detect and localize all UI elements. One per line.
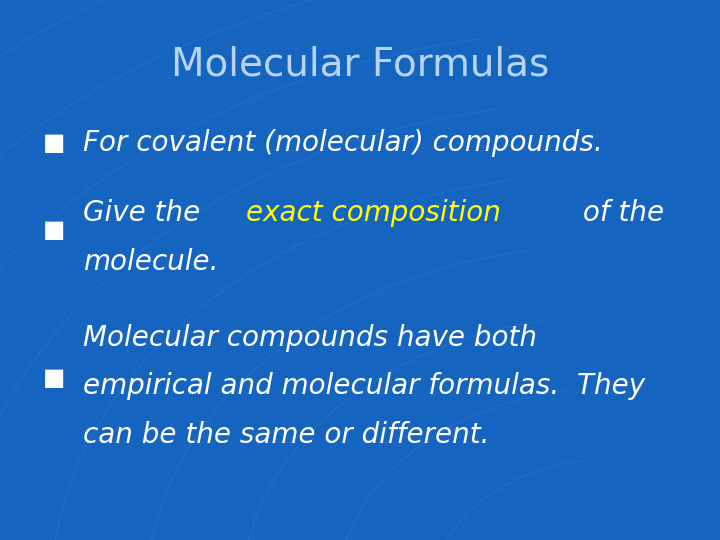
Text: ■: ■	[43, 131, 66, 155]
Text: For covalent (molecular) compounds.: For covalent (molecular) compounds.	[83, 129, 603, 157]
Text: empirical and molecular formulas.  They: empirical and molecular formulas. They	[83, 372, 645, 400]
Text: ■: ■	[43, 218, 66, 241]
Text: Molecular Formulas: Molecular Formulas	[171, 46, 549, 84]
Text: Give the: Give the	[83, 199, 209, 227]
Text: can be the same or different.: can be the same or different.	[83, 421, 490, 449]
Text: of the: of the	[575, 199, 665, 227]
Text: Molecular compounds have both: Molecular compounds have both	[83, 323, 537, 352]
Text: ■: ■	[43, 366, 66, 390]
Text: exact composition: exact composition	[246, 199, 500, 227]
Text: molecule.: molecule.	[83, 248, 218, 276]
